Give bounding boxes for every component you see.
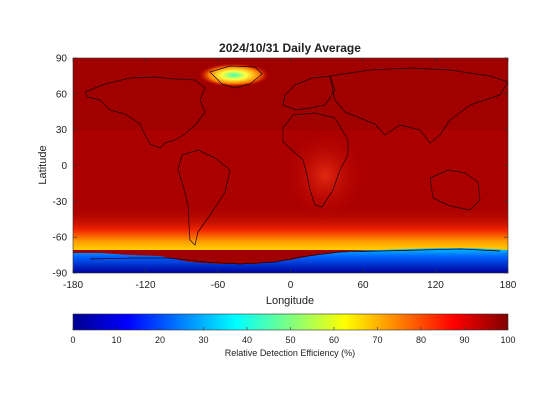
y-axis-label: Latitude [37,145,49,184]
chart-title: 2024/10/31 Daily Average [219,41,361,55]
x-tick-label: 0 [288,280,294,291]
coastline-north-america [84,76,206,149]
colorbar-tick-label: 30 [198,335,208,345]
colorbar-tick-label: 80 [416,335,426,345]
colorbar-tick-label: 100 [500,335,515,345]
colorbar-tick-label: 90 [459,335,469,345]
colorbar-label: Relative Detection Efficiency (%) [225,348,355,358]
heatmap-field-greenland [198,62,270,86]
colorbar-tick-label: 0 [70,335,75,345]
x-tick-label: 180 [500,280,517,291]
coastline-antarctica [89,248,501,265]
x-axis-label: Longitude [266,295,314,307]
coastline-south-america [177,149,231,246]
map-plot-area [73,58,508,273]
coastline-greenland [209,65,263,89]
heatmap-field-antarctica [73,248,508,273]
x-tick-label: -60 [211,280,226,291]
y-tick-label: 60 [56,89,68,100]
heatmap-field-southern-ocean [73,205,508,250]
y-tick-label: -60 [53,233,68,244]
x-tick-label: -120 [135,280,155,291]
coastline-africa [282,112,349,208]
colorbar-tick-label: 40 [242,335,252,345]
heatmap-field-africa [285,130,365,220]
x-tick-label: 60 [357,280,369,291]
coastline-europe [282,75,336,111]
colorbar-tick-label: 50 [285,335,295,345]
colorbar-tick-label: 10 [111,335,121,345]
colorbar-tick-label: 60 [329,335,339,345]
y-tick-label: 0 [61,161,67,172]
y-tick-label: 90 [56,54,68,65]
coastline-australia [429,169,481,211]
y-tick-label: -30 [53,197,68,208]
y-axis: 90 60 30 0 -30 -60 -90 [53,54,508,280]
colorbar-tick-label: 20 [155,335,165,345]
colorbar-ticks: 0 10 20 30 40 50 60 70 80 90 100 [70,327,516,345]
x-tick-label: -180 [63,280,83,291]
coastline-asia [329,67,508,144]
y-tick-label: -90 [53,269,68,280]
x-axis: -180 -120 -60 0 60 120 180 [63,58,517,291]
colorbar-tick-label: 70 [372,335,382,345]
y-tick-label: 30 [56,125,68,136]
coastlines [84,65,508,265]
x-tick-label: 120 [427,280,444,291]
colorbar: 0 10 20 30 40 50 60 70 80 90 100 Relative Detectio… [70,313,516,358]
